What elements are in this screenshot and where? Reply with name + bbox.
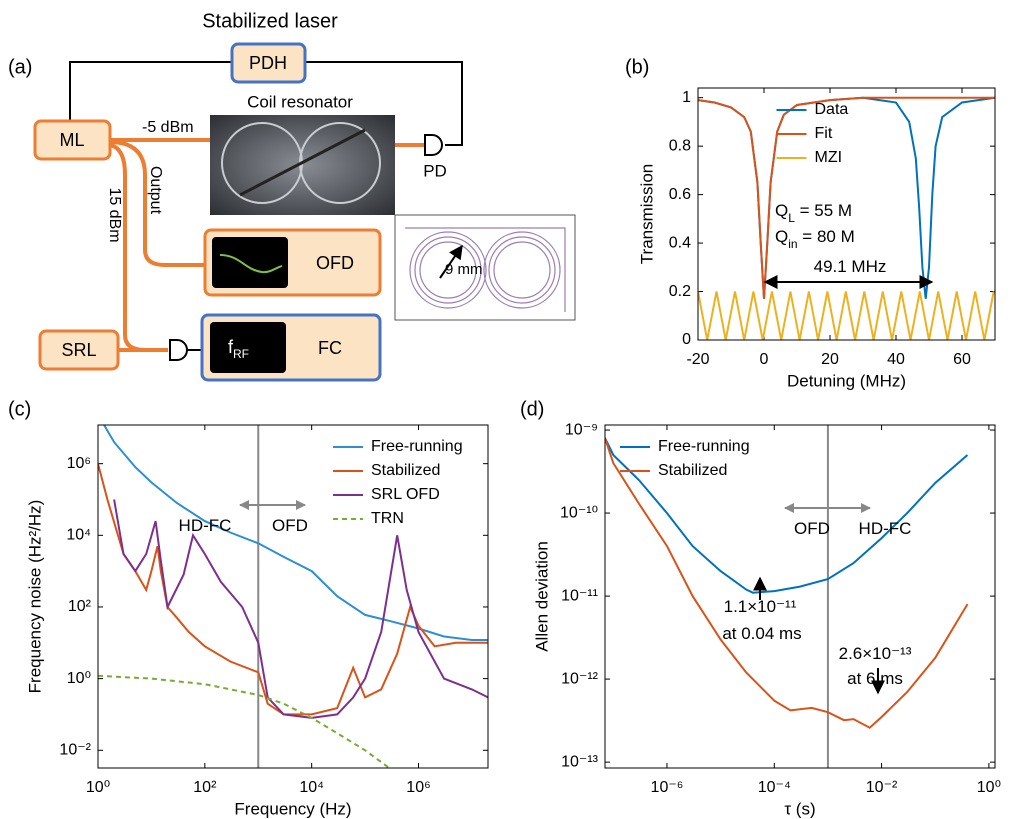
y-tick-label: 10⁶: [67, 455, 91, 472]
y-tick-label: 0.2: [669, 283, 691, 300]
y-tick-label: 0: [682, 331, 691, 348]
power-label: 15 dBm: [106, 187, 123, 242]
legend-label: Stabilized: [658, 462, 727, 479]
x-tick-label: 10²: [193, 779, 217, 796]
x-axis-label: Detuning (MHz): [787, 371, 906, 390]
chart: (b) -20 0 20 40 60 0 0.2 0.4 0.6 0.8 1 Detuning (MHz…: [625, 56, 995, 390]
node-label: SRL: [61, 340, 96, 360]
legend-label: SRL OFD: [371, 486, 440, 503]
chart: (d) 10⁻⁶ 10⁻⁴ 10⁻² 10⁰ 10⁻¹³ 10⁻¹² 10⁻¹¹ 10⁻¹⁰ 10…: [520, 398, 1001, 818]
panel-label: (a): [8, 56, 32, 78]
y-tick-label: 10⁻¹¹: [561, 587, 598, 604]
power-label: -5 dBm: [142, 119, 194, 136]
text-part: Q: [775, 227, 788, 246]
x-tick-label: -20: [686, 351, 709, 368]
photodetector: [170, 340, 202, 360]
text-part: 1.1×10⁻¹¹: [724, 597, 797, 616]
text-part: HD-FC: [859, 519, 912, 538]
annotation: 2.6×10⁻¹³: [839, 644, 912, 663]
y-tick-label: 1: [682, 89, 691, 106]
x-tick-label: 10⁰: [86, 779, 110, 796]
text-part: at 6 ms: [847, 669, 903, 688]
legend-label: Free-running: [371, 438, 463, 455]
annotation: HD-FC: [179, 516, 232, 535]
y-axis-label: Allen deviation: [532, 541, 551, 652]
page: {"diagram": {"panel": "(a)", "title": "S…: [0, 0, 1015, 819]
y-tick-label: 10⁰: [67, 670, 91, 687]
x-tick-label: 10⁴: [299, 779, 324, 796]
x-axis-label: τ (s): [784, 799, 815, 818]
node-label: ML: [59, 130, 84, 150]
x-tick-label: 10⁻⁶: [651, 779, 684, 796]
legend-label: Free-running: [658, 438, 750, 455]
legend-label: Stabilized: [371, 462, 440, 479]
y-tick-label: 10⁻¹⁰: [560, 504, 598, 521]
pd-label: PD: [423, 161, 447, 180]
text-part: = 80 M: [798, 227, 855, 246]
node-label: PDH: [249, 53, 287, 73]
panel-a: Stabilized laser (a) Coil resonator PDH …: [8, 10, 575, 380]
node-label: OFD: [316, 253, 354, 273]
radius-label: 9 mm: [445, 261, 483, 278]
ofd-screen: [212, 237, 288, 288]
panel-label: (b): [625, 56, 649, 78]
legend-label: Data: [815, 101, 849, 118]
text-part: OFD: [272, 516, 308, 535]
x-tick-label: 10⁻⁴: [758, 779, 791, 796]
text-part: OFD: [794, 519, 830, 538]
y-tick-label: 10⁻¹²: [561, 670, 599, 687]
subscript: RF: [233, 347, 249, 361]
text-part: = 55 M: [795, 201, 852, 220]
chart: (c) 10⁰ 10² 10⁴ 10⁶ 10⁻² 10⁰ 10² 10⁴ 10⁶ Frequency…: [8, 398, 488, 818]
annotation: OFD: [794, 519, 830, 538]
y-tick-label: 0.6: [669, 186, 691, 203]
inset: [395, 215, 575, 320]
photodetector: [425, 135, 442, 155]
x-tick-label: 10⁻²: [866, 779, 898, 796]
y-tick-label: 0.8: [669, 137, 691, 154]
x-axis-label: Frequency (Hz): [234, 799, 351, 818]
diagram-title: Stabilized laser: [202, 10, 338, 32]
annotation: 49.1 MHz: [814, 257, 887, 276]
x-tick-label: 20: [821, 351, 839, 368]
text-part: Q: [775, 201, 788, 220]
y-tick-label: 0.4: [669, 234, 691, 251]
y-axis-label: Transmission: [637, 164, 656, 264]
annotation: OFD: [272, 516, 308, 535]
y-tick-label: 10⁻⁹: [565, 421, 598, 438]
x-tick-label: 0: [760, 351, 769, 368]
text-part: 2.6×10⁻¹³: [839, 644, 912, 663]
subscript: in: [788, 237, 797, 251]
y-tick-label: 10⁻²: [59, 741, 91, 758]
panel-label: (d): [520, 398, 544, 420]
figure: Stabilized laser (a) Coil resonator PDH …: [0, 0, 1015, 819]
legend-label: TRN: [371, 510, 404, 527]
annotation: 1.1×10⁻¹¹: [724, 597, 797, 616]
node-label: FC: [318, 338, 342, 358]
y-tick-label: 10⁻¹³: [561, 753, 599, 770]
x-tick-label: 10⁰: [977, 779, 1001, 796]
y-tick-label: 10⁴: [66, 527, 91, 544]
text-part: at 0.04 ms: [722, 624, 801, 643]
text-part: 49.1 MHz: [814, 257, 887, 276]
y-axis-label: Frequency noise (Hz²/Hz): [25, 500, 44, 694]
output-label: Output: [147, 166, 164, 215]
text-part: HD-FC: [179, 516, 232, 535]
annotation: at 0.04 ms: [722, 624, 801, 643]
x-tick-label: 10⁶: [406, 779, 430, 796]
coil-label: Coil resonator: [247, 92, 353, 111]
annotation: HD-FC: [859, 519, 912, 538]
y-tick-label: 10²: [68, 598, 92, 615]
x-tick-label: 60: [953, 351, 971, 368]
legend-label: MZI: [815, 149, 843, 166]
panel-label: (c): [8, 398, 31, 420]
x-tick-label: 40: [887, 351, 905, 368]
legend-label: Fit: [815, 125, 833, 142]
annotation: at 6 ms: [847, 669, 903, 688]
